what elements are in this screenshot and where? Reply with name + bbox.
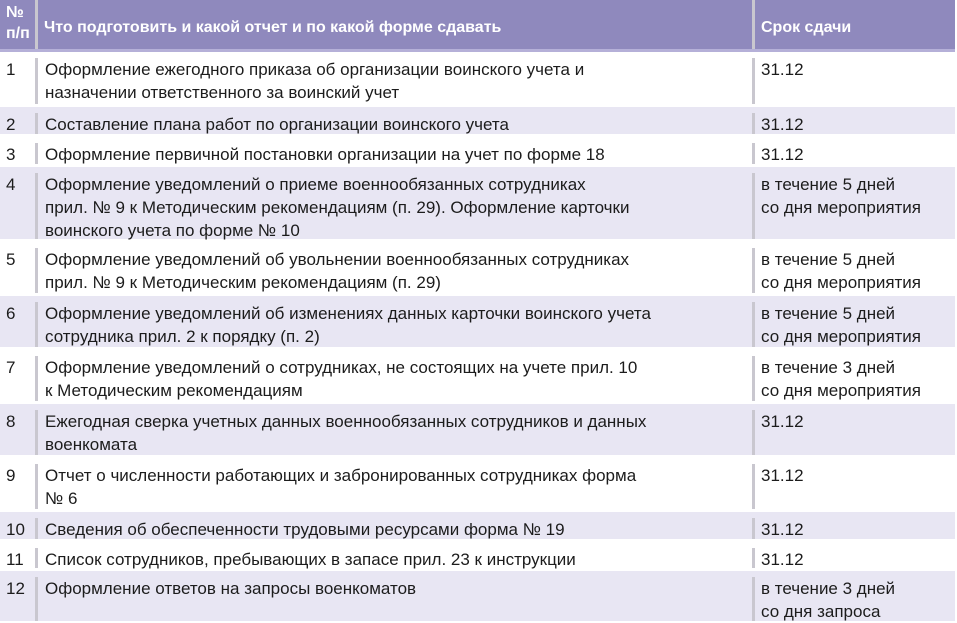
task-line: Оформление уведомлений об увольнении вое… (45, 250, 630, 269)
row-num: 6 (0, 302, 38, 347)
table-row: 4 Оформление уведомлений о приеме военно… (0, 167, 955, 242)
deadline-line: 31.12 (761, 145, 804, 164)
row-deadline: в течение 3 дней со дня запроса (755, 577, 955, 621)
task-line: прил. № 9 к Методическим рекомендациям (… (45, 273, 441, 292)
deadline-line: со дня мероприятия (761, 198, 922, 217)
table-row: 10 Сведения об обеспеченности трудовыми … (0, 512, 955, 542)
task-line: Ежегодная сверка учетных данных военнооб… (45, 412, 647, 431)
task-line: Отчет о численности работающих и заброни… (45, 466, 637, 485)
deadline-line: в течение 5 дней (761, 175, 896, 194)
task-line: военкомата (45, 435, 138, 454)
row-deadline: 31.12 (755, 548, 955, 569)
table-row: 6 Оформление уведомлений об изменениях д… (0, 296, 955, 350)
task-line: назначении ответственного за воинский уч… (45, 83, 400, 102)
row-num: 5 (0, 248, 38, 293)
row-task: Оформление уведомлений об увольнении вое… (38, 248, 755, 293)
task-line: Оформление уведомлений об изменениях дан… (45, 304, 651, 323)
row-deadline: 31.12 (755, 143, 955, 164)
row-deadline: в течение 3 дней со дня мероприятия (755, 356, 955, 401)
row-num: 12 (0, 577, 38, 621)
row-num: 11 (0, 548, 38, 569)
deadline-line: со дня запроса (761, 602, 881, 621)
deadline-line: в течение 3 дней (761, 358, 896, 377)
task-line: Сведения об обеспеченности трудовыми рес… (45, 520, 565, 539)
deadline-line: 31.12 (761, 520, 804, 539)
row-task: Оформление уведомлений о приеме военнооб… (38, 173, 755, 240)
deadline-line: 31.12 (761, 115, 804, 134)
task-line: Оформление ежегодного приказа об организ… (45, 60, 585, 79)
deadline-line: со дня мероприятия (761, 381, 922, 400)
table-row: 7 Оформление уведомлений о сотрудниках, … (0, 350, 955, 404)
row-task: Сведения об обеспеченности трудовыми рес… (38, 518, 755, 539)
row-task: Оформление ежегодного приказа об организ… (38, 58, 755, 104)
deadline-line: 31.12 (761, 60, 804, 79)
row-num: 1 (0, 58, 38, 104)
task-line: к Методическим рекомендациям (45, 381, 303, 400)
task-line: Оформление первичной постановки организа… (45, 145, 605, 164)
header-num-line1: № (6, 4, 24, 21)
row-task: Оформление первичной постановки организа… (38, 143, 755, 164)
table-row: 8 Ежегодная сверка учетных данных военно… (0, 404, 955, 458)
task-line: № 6 (45, 489, 78, 508)
deadline-line: 31.12 (761, 466, 804, 485)
row-task: Отчет о численности работающих и заброни… (38, 464, 755, 509)
row-num: 7 (0, 356, 38, 401)
task-line: Оформление ответов на запросы военкомато… (45, 579, 417, 598)
table-row: 1 Оформление ежегодного приказа об орган… (0, 52, 955, 107)
header-deadline: Срок сдачи (761, 18, 852, 36)
row-num: 2 (0, 113, 38, 134)
table-row: 9 Отчет о численности работающих и забро… (0, 458, 955, 512)
table-header-row: № п/п Что подготовить и какой отчет и по… (0, 0, 955, 52)
row-num: 9 (0, 464, 38, 509)
row-task: Составление плана работ по организации в… (38, 113, 755, 134)
task-line: прил. № 9 к Методическим рекомендациям (… (45, 198, 630, 217)
table-row: 5 Оформление уведомлений об увольнении в… (0, 242, 955, 296)
header-num-line2: п/п (6, 25, 30, 42)
table-row: 3 Оформление первичной постановки органи… (0, 137, 955, 167)
deadline-line: со дня мероприятия (761, 327, 922, 346)
row-num: 10 (0, 518, 38, 539)
deadline-line: 31.12 (761, 550, 804, 569)
task-line: Список сотрудников, пребывающих в запасе… (45, 550, 576, 569)
row-deadline: 31.12 (755, 113, 955, 134)
row-deadline: в течение 5 дней со дня мероприятия (755, 173, 955, 239)
deadline-line: со дня мероприятия (761, 273, 922, 292)
task-line: Составление плана работ по организации в… (45, 115, 509, 134)
row-num: 3 (0, 143, 38, 164)
row-deadline: 31.12 (755, 58, 955, 104)
row-task: Оформление ответов на запросы военкомато… (38, 577, 755, 621)
deadline-line: в течение 5 дней (761, 304, 896, 323)
deadline-line: в течение 3 дней (761, 579, 896, 598)
row-deadline: 31.12 (755, 518, 955, 539)
header-task: Что подготовить и какой отчет и по какой… (38, 0, 755, 49)
deadline-line: 31.12 (761, 412, 804, 431)
deadline-line: в течение 5 дней (761, 250, 896, 269)
table-row: 11 Список сотрудников, пребывающих в зап… (0, 542, 955, 571)
row-task: Оформление уведомлений о сотрудниках, не… (38, 356, 755, 401)
row-num: 8 (0, 410, 38, 455)
table-row: 2 Составление плана работ по организации… (0, 107, 955, 137)
task-line: Оформление уведомлений о приеме военнооб… (45, 175, 586, 194)
row-task: Оформление уведомлений об изменениях дан… (38, 302, 755, 347)
row-task: Ежегодная сверка учетных данных военнооб… (38, 410, 755, 455)
task-line: Оформление уведомлений о сотрудниках, не… (45, 358, 638, 377)
row-num: 4 (0, 173, 38, 239)
row-deadline: 31.12 (755, 410, 955, 455)
table-row: 12 Оформление ответов на запросы военком… (0, 571, 955, 621)
task-line: воинского учета по форме № 10 (45, 221, 300, 240)
header-num: № п/п (0, 0, 38, 49)
row-deadline: в течение 5 дней со дня мероприятия (755, 248, 955, 293)
row-deadline: 31.12 (755, 464, 955, 509)
row-task: Список сотрудников, пребывающих в запасе… (38, 548, 755, 569)
row-deadline: в течение 5 дней со дня мероприятия (755, 302, 955, 347)
task-line: сотрудника прил. 2 к порядку (п. 2) (45, 327, 320, 346)
